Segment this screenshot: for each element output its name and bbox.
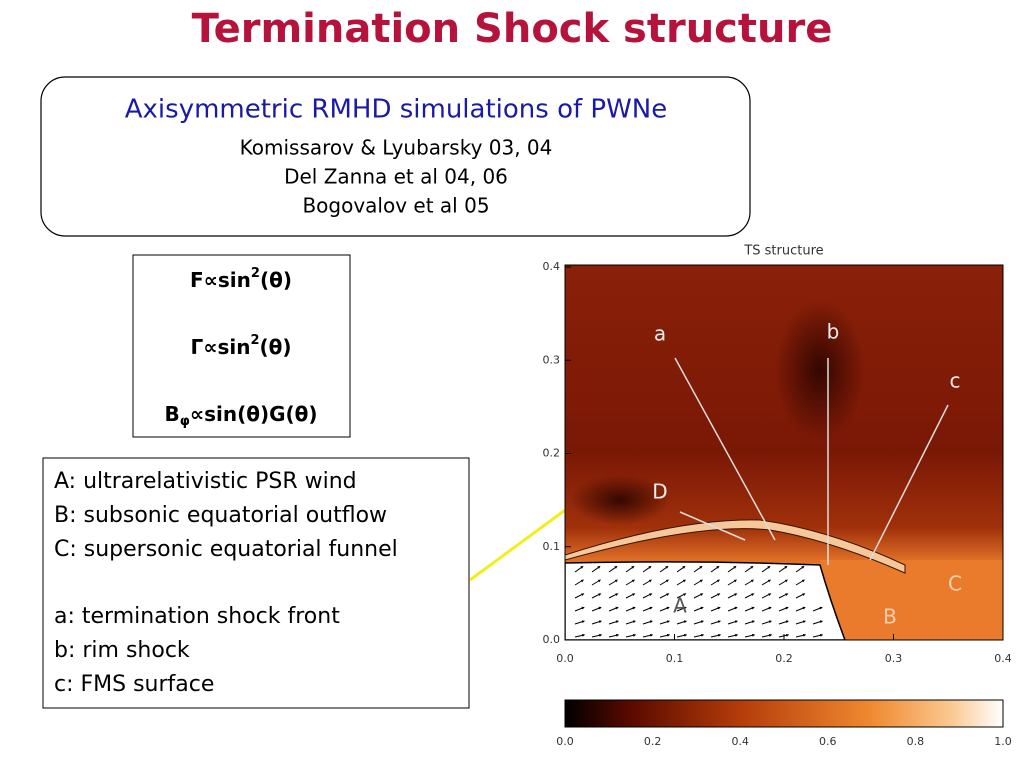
colorbar-tick-label: 0.2 xyxy=(644,735,662,748)
legend-region: B: subsonic equatorial outflow xyxy=(54,503,387,528)
y-tick-label: 0.1 xyxy=(543,540,561,553)
reference-line: Komissarov & Lyubarsky 03, 04 xyxy=(240,136,553,160)
legend-region: C: supersonic equatorial funnel xyxy=(54,537,398,562)
formula: Bφ∝sin(θ)G(θ) xyxy=(164,402,317,429)
formula-text: (θ) xyxy=(260,335,292,359)
x-tick-label: 0.0 xyxy=(556,652,574,665)
formula: Γ∝sin2(θ) xyxy=(190,333,291,359)
region-label: A xyxy=(673,594,687,618)
colorbar-tick-label: 0.4 xyxy=(731,735,749,748)
legend-box xyxy=(42,457,470,709)
x-tick-label: 0.3 xyxy=(885,652,903,665)
figure-title: TS structure xyxy=(743,244,823,259)
x-tick-label: 0.4 xyxy=(994,652,1012,665)
formula-sub: φ xyxy=(180,414,190,429)
region-label: D xyxy=(652,480,667,504)
y-tick-label: 0.3 xyxy=(543,353,561,366)
region-label: B xyxy=(883,605,897,629)
formula-text: ∝sin(θ)G(θ) xyxy=(190,402,318,426)
formula-text: (θ) xyxy=(260,268,292,292)
simulation-image xyxy=(565,265,1003,640)
x-tick-label: 0.2 xyxy=(775,652,793,665)
y-tick-label: 0.0 xyxy=(543,633,561,646)
x-tick-label: 0.1 xyxy=(666,652,684,665)
legend-surface: a: termination shock front xyxy=(54,604,340,629)
title: Termination Shock structure xyxy=(192,6,833,52)
region-label: b xyxy=(827,320,840,344)
region-label: a xyxy=(654,322,666,346)
colorbar-tick-label: 0.0 xyxy=(556,735,574,748)
formula-text: B xyxy=(164,402,179,426)
formula-text: F∝sin xyxy=(190,268,251,292)
formula-sup: 2 xyxy=(251,266,260,281)
formula: F∝sin2(θ) xyxy=(190,266,292,292)
colorbar-tick-label: 1.0 xyxy=(994,735,1012,748)
legend-surface: b: rim shock xyxy=(54,638,190,663)
formula-text: Γ∝sin xyxy=(190,335,250,359)
legend-region: A: ultrarelativistic PSR wind xyxy=(54,469,357,494)
formula-box xyxy=(132,254,351,438)
y-tick-label: 0.2 xyxy=(543,447,561,460)
colorbar-tick-label: 0.8 xyxy=(907,735,925,748)
reference-box xyxy=(40,76,751,237)
region-label: c xyxy=(950,369,961,393)
colorbar-tick-label: 0.6 xyxy=(819,735,837,748)
y-tick-label: 0.4 xyxy=(543,260,561,273)
reference-heading: Axisymmetric RMHD simulations of PWNe xyxy=(125,95,667,125)
formula-sup: 2 xyxy=(250,333,259,348)
legend-surface: c: FMS surface xyxy=(54,672,214,697)
reference-line: Del Zanna et al 04, 06 xyxy=(284,165,508,189)
region-label: C xyxy=(948,572,962,596)
colorbar xyxy=(564,699,1004,728)
reference-line: Bogovalov et al 05 xyxy=(302,194,489,218)
